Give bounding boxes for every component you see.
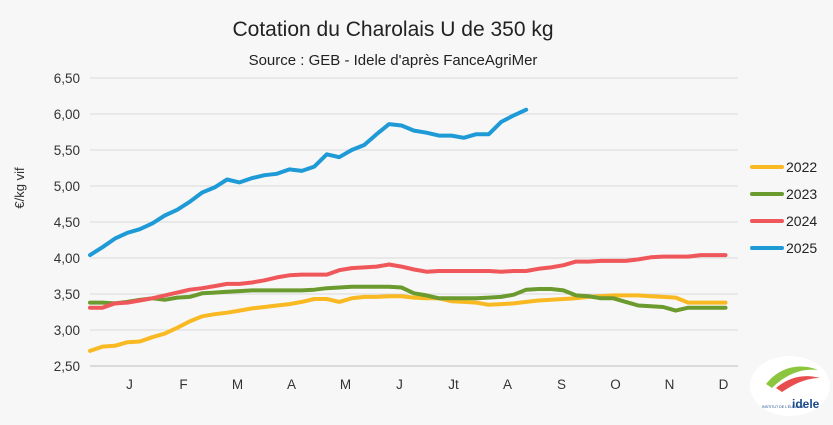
x-tick-label: M xyxy=(232,377,243,392)
x-tick-labels: J F M A M J Jt A S O N D xyxy=(126,377,729,392)
series-line-2022 xyxy=(88,293,728,353)
chart-subtitle: Source : GEB - Idele d'après FanceAgriMe… xyxy=(249,52,538,69)
series-line-2024 xyxy=(88,253,728,310)
series-line-2023 xyxy=(88,284,728,313)
y-tick-label: 3,00 xyxy=(54,323,80,338)
y-tick-label: 4,00 xyxy=(54,251,80,266)
series-lines xyxy=(88,107,728,353)
x-tick-label: M xyxy=(340,377,351,392)
idele-logo: INSTITUT DE L'ÉLEVAGE idele xyxy=(750,356,830,416)
x-tick-label: J xyxy=(396,377,403,392)
series-line-2025 xyxy=(88,107,529,258)
logo-institute-text: INSTITUT DE L'ÉLEVAGE xyxy=(762,404,805,409)
logo-swoosh-red xyxy=(776,376,820,392)
x-tick-label: F xyxy=(179,377,187,392)
y-tick-label: 5,00 xyxy=(54,179,80,194)
x-tick-label: A xyxy=(287,377,296,392)
y-tick-labels: 2,50 3,00 3,50 4,00 4,50 5,00 5,50 6,00 6,50 xyxy=(54,71,80,374)
legend-label-2023: 2023 xyxy=(786,186,817,202)
y-tick-label: 5,50 xyxy=(54,143,80,158)
y-tick-label: 3,50 xyxy=(54,287,80,302)
x-tick-label: O xyxy=(610,377,621,392)
y-tick-label: 6,00 xyxy=(54,107,80,122)
legend-label-2024: 2024 xyxy=(786,213,817,229)
logo-swoosh-green xyxy=(766,366,818,388)
chart-title: Cotation du Charolais U de 350 kg xyxy=(232,18,553,41)
legend-label-2025: 2025 xyxy=(786,240,817,256)
y-tick-label: 2,50 xyxy=(54,359,80,374)
legend-label-2022: 2022 xyxy=(786,159,817,175)
y-axis-label: €/kg vif xyxy=(12,167,27,209)
y-tick-label: 4,50 xyxy=(54,215,80,230)
x-tick-label: A xyxy=(503,377,512,392)
legend: 2022 2023 2024 2025 xyxy=(750,159,817,256)
logo-brand-text: idele xyxy=(792,397,820,411)
x-tick-label: J xyxy=(126,377,133,392)
x-tick-label: S xyxy=(557,377,566,392)
x-tick-label: Jt xyxy=(448,377,459,392)
x-tick-label: D xyxy=(719,377,729,392)
x-tick-label: N xyxy=(665,377,675,392)
y-tick-label: 6,50 xyxy=(54,71,80,86)
